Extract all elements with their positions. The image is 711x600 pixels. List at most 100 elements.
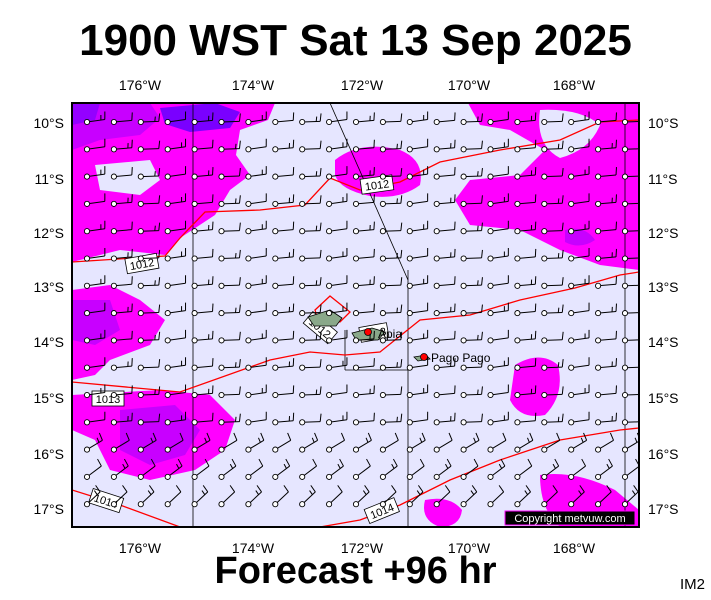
wind-station-dot	[299, 228, 306, 235]
wind-station-dot	[326, 419, 333, 426]
wind-barb-feather	[287, 432, 292, 441]
wind-station-dot	[137, 473, 144, 480]
wind-station-dot	[487, 419, 494, 426]
wind-barb-feather	[557, 252, 560, 259]
wind-station-dot	[595, 118, 602, 126]
wind-station-dot	[487, 255, 494, 262]
wind-barb-feather	[400, 140, 403, 149]
wind-station-dot	[379, 255, 386, 262]
wind-barb-feather	[97, 458, 102, 467]
wind-barb-feather	[561, 113, 564, 122]
wind-station-dot	[164, 255, 171, 262]
wind-station-dot	[514, 228, 521, 235]
wind-station-dot	[595, 146, 602, 153]
wind-station-dot	[218, 255, 225, 262]
wind-barb-feather	[633, 485, 639, 493]
wind-station-dot	[164, 473, 171, 480]
wind-barb-feather	[311, 437, 315, 443]
wind-barb-feather	[561, 331, 564, 340]
wind-barb-feather	[315, 334, 318, 340]
isobar-label: 1012	[129, 257, 155, 273]
wind-station-dot	[218, 200, 225, 207]
wind-barb-feather	[125, 432, 130, 441]
wind-station-dot	[460, 282, 467, 289]
wind-station-dot	[110, 337, 117, 344]
wind-station-dot	[326, 173, 333, 180]
wind-barb-feather	[319, 249, 322, 258]
rain-area	[72, 300, 120, 345]
wind-barb-feather	[309, 490, 313, 495]
lon-label: 172°W	[341, 540, 384, 556]
wind-barb-feather	[631, 490, 636, 495]
place-label-apia: Apia	[378, 327, 402, 341]
wind-barb-feather	[419, 458, 425, 467]
wind-station-dot	[83, 282, 91, 289]
wind-station-dot	[487, 501, 494, 508]
wind-barb-feather	[400, 222, 403, 231]
wind-station-dot	[299, 118, 306, 126]
wind-station-dot	[621, 146, 629, 153]
product-code: IM2	[679, 576, 705, 593]
wind-station-dot	[460, 118, 467, 126]
wind-station-dot	[137, 501, 144, 508]
wind-station-dot	[379, 310, 386, 317]
wind-station-dot	[568, 282, 575, 289]
wind-barb-feather	[154, 225, 156, 231]
wind-station-dot	[272, 200, 279, 207]
wind-barb-feather	[175, 485, 182, 493]
wind-barb-feather	[319, 140, 322, 149]
wind-station-dot	[218, 391, 225, 399]
wind-barb-feather	[396, 416, 398, 422]
wind-station-dot	[433, 255, 440, 262]
wind-barb-feather	[481, 413, 483, 422]
rain-area	[424, 498, 462, 527]
wind-station-dot	[83, 228, 91, 235]
wind-station-dot	[406, 391, 413, 399]
wind-barb-feather	[477, 171, 479, 177]
wind-barb-feather	[561, 386, 564, 395]
wind-barb-feather	[481, 195, 483, 204]
wind-barb-feather	[238, 167, 241, 177]
wind-barb-feather	[314, 432, 319, 441]
map-frame	[71, 102, 640, 528]
wind-station-dot	[379, 146, 386, 153]
wind-barb-feather	[477, 389, 479, 395]
wind-barb-feather	[283, 485, 289, 493]
wind-barb-feather	[238, 113, 241, 122]
wind-station-dot	[137, 282, 144, 289]
wind-barb-feather	[481, 113, 483, 122]
wind-barb-feather	[362, 490, 367, 495]
wind-station-dot	[137, 364, 144, 371]
wind-station-dot	[487, 173, 494, 180]
wind-barb-feather	[643, 195, 644, 203]
wind-barb-feather	[608, 458, 613, 467]
wind-station-dot	[379, 501, 386, 508]
wind-barb-feather	[238, 249, 241, 258]
wind-barb-feather	[561, 249, 564, 258]
wind-station-dot	[352, 337, 360, 344]
wind-station-dot	[568, 200, 575, 207]
wind-barb-feather	[340, 432, 345, 441]
wind-station-dot	[326, 146, 333, 153]
lat-label: 12°S	[648, 225, 679, 241]
wind-station-dot	[272, 255, 279, 262]
wind-station-dot	[352, 391, 360, 399]
wind-barb-feather	[643, 141, 644, 149]
wind-barb-feather	[319, 331, 322, 340]
wind-barb-feather	[315, 225, 318, 231]
wind-barb-feather	[470, 490, 475, 495]
wind-barb-feather	[229, 463, 234, 469]
rain-area	[72, 103, 100, 125]
wind-barb-feather	[150, 458, 156, 467]
wind-barb-feather	[158, 249, 161, 258]
lat-label: 17°S	[648, 501, 679, 517]
wind-station-dot	[110, 446, 117, 453]
wind-barb-feather	[557, 416, 560, 422]
wind-station-dot	[568, 118, 575, 126]
wind-barb-feather	[643, 414, 644, 422]
wind-barb-feather	[93, 490, 98, 495]
wind-station-dot	[218, 118, 225, 126]
wind-barb-feather	[154, 171, 156, 177]
wind-barb-feather	[556, 432, 561, 441]
wind-barb-feather	[471, 485, 478, 493]
